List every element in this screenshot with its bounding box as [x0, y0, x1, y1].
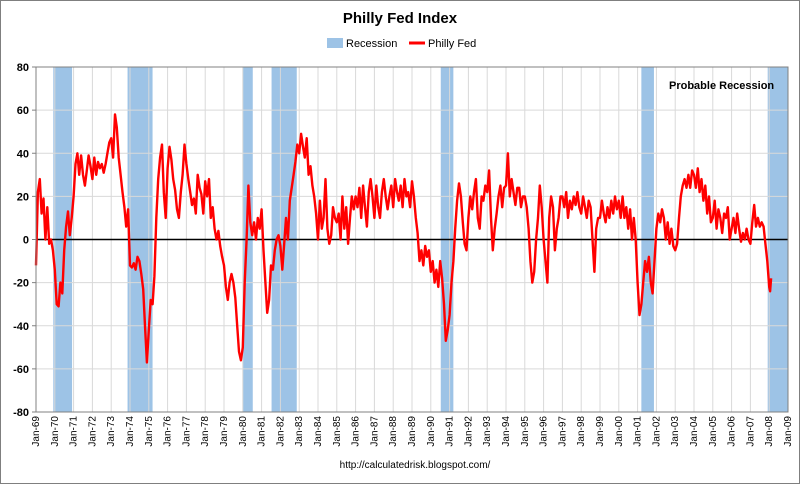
x-tick-label: Jan-95 [520, 416, 531, 447]
x-tick-label: Jan-01 [633, 416, 644, 447]
x-tick-label: Jan-72 [87, 416, 98, 447]
x-tick-label: Jan-93 [482, 416, 493, 447]
x-tick-label: Jan-81 [257, 416, 268, 447]
x-tick-label: Jan-75 [144, 416, 155, 447]
y-tick-label: 20 [17, 191, 29, 203]
x-tick-label: Jan-04 [689, 416, 700, 447]
legend-recession-label: Recession [346, 38, 397, 50]
y-tick-label: -60 [13, 364, 29, 376]
x-tick-label: Jan-80 [238, 416, 249, 447]
x-tick-label: Jan-94 [501, 416, 512, 447]
x-tick-label: Jan-85 [332, 416, 343, 447]
x-tick-label: Jan-90 [426, 416, 437, 447]
x-tick-label: Jan-03 [670, 416, 681, 447]
x-tick-label: Jan-74 [125, 416, 136, 447]
x-tick-label: Jan-97 [557, 416, 568, 447]
x-axis-ticks: Jan-69 Jan-70 Jan-71 Jan-72 Jan-73 Jan-74 Jan-… [31, 416, 794, 447]
legend-recession-swatch [327, 38, 343, 48]
x-tick-label: Jan-78 [200, 416, 211, 447]
x-tick-label: Jan-99 [595, 416, 606, 447]
x-tick-label: Jan-08 [764, 416, 775, 447]
series-philly-fed-line [34, 113, 773, 364]
x-tick-label: Jan-98 [576, 416, 587, 447]
x-tick-label: Jan-89 [407, 416, 418, 447]
x-tick-label: Jan-82 [275, 416, 286, 447]
y-tick-label: 60 [17, 105, 29, 117]
x-tick-label: Jan-06 [727, 416, 738, 447]
x-tick-label: Jan-79 [219, 416, 230, 447]
x-tick-label: Jan-87 [369, 416, 380, 447]
x-tick-label: Jan-00 [614, 416, 625, 447]
x-tick-label: Jan-76 [163, 416, 174, 447]
x-tick-label: Jan-71 [69, 416, 80, 447]
x-tick-label: Jan-73 [106, 416, 117, 447]
legend: Recession Philly Fed [327, 38, 476, 50]
x-tick-label: Jan-69 [31, 416, 42, 447]
x-tick-label: Jan-96 [539, 416, 550, 447]
plot-area [34, 66, 789, 413]
y-tick-label: -80 [13, 407, 29, 419]
x-tick-label: Jan-70 [50, 416, 61, 447]
x-tick-label: Jan-77 [181, 416, 192, 447]
x-tick-label: Jan-86 [351, 416, 362, 447]
y-tick-label: 40 [17, 148, 29, 160]
x-tick-label: Jan-91 [445, 416, 456, 447]
y-tick-label: 80 [17, 62, 29, 74]
x-tick-label: Jan-05 [708, 416, 719, 447]
y-axis-ticks: 80 60 40 20 0 -20 -40 -60 -80 [13, 62, 36, 419]
chart-title: Philly Fed Index [343, 10, 458, 27]
y-tick-label: 0 [23, 235, 29, 247]
x-tick-label: Jan-07 [745, 416, 756, 447]
x-tick-label: Jan-88 [388, 416, 399, 447]
y-tick-label: -20 [13, 278, 29, 290]
x-tick-label: Jan-09 [783, 416, 794, 447]
legend-philly-fed-label: Philly Fed [428, 38, 476, 50]
x-tick-label: Jan-84 [313, 416, 324, 447]
x-tick-label: Jan-92 [463, 416, 474, 447]
annotation-probable-recession: Probable Recession [669, 80, 774, 92]
x-tick-label: Jan-02 [651, 416, 662, 447]
x-tick-label: Jan-83 [294, 416, 305, 447]
source-label: http://calculatedrisk.blogspot.com/ [340, 460, 491, 471]
y-tick-label: -40 [13, 321, 29, 333]
